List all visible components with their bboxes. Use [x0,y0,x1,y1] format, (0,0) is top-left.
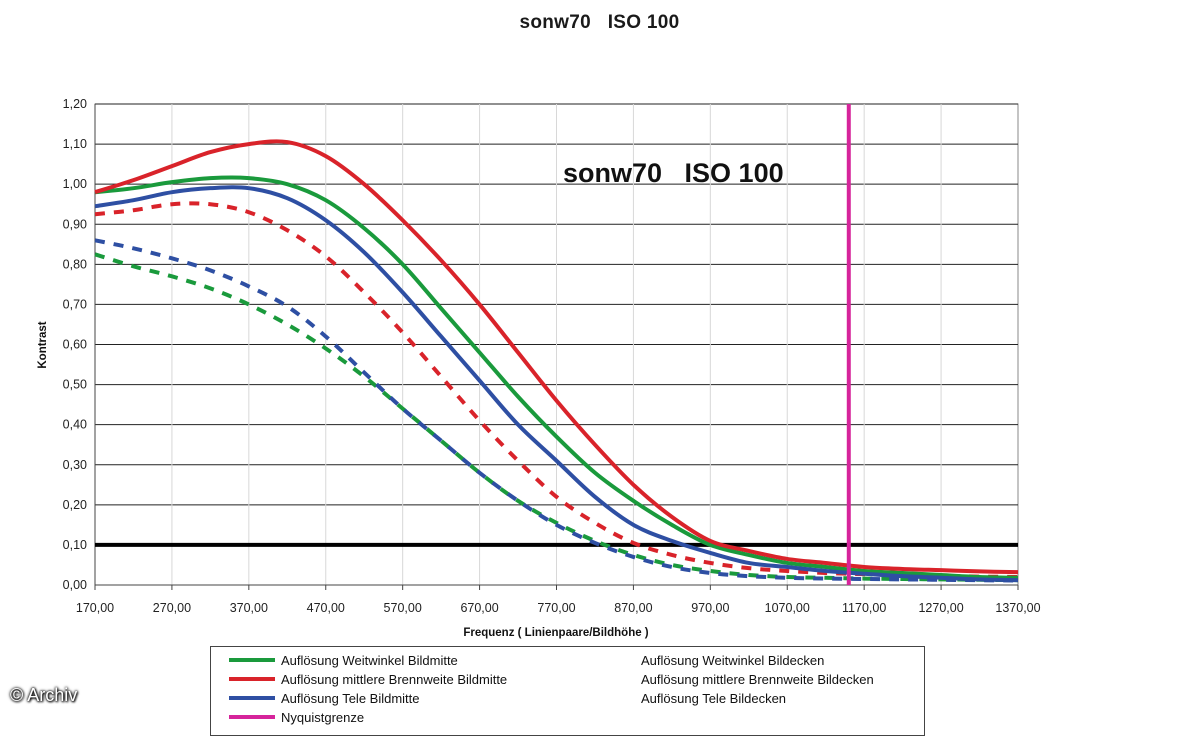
legend-label: Auflösung mittlere Brennweite Bildmitte [281,671,508,687]
series-line-aufl-sung-mittlere-brennweite-bildmitte [94,139,1019,575]
legend-swatch [229,677,275,681]
chart-legend: Auflösung Weitwinkel Bildmitte Auflösung … [210,646,925,736]
x-tick-label: 1170,00 [842,601,886,615]
y-tick-label: 0,60 [63,338,87,352]
x-tick-label: 970,00 [691,601,729,615]
legend-label: Auflösung Tele Bildmitte [281,690,420,706]
series-line-aufl-sung-weitwinkel-bildmitte [94,175,1019,580]
x-tick-label: 270,00 [153,601,191,615]
legend-item: Auflösung Tele Bildecken [589,688,786,708]
legend-item: Auflösung Weitwinkel Bildecken [589,650,824,670]
legend-label: Nyquistgrenze [281,709,365,725]
x-tick-label: 1070,00 [765,601,810,615]
y-tick-label: 0,80 [63,257,87,271]
y-tick-label: 0,90 [63,217,87,231]
y-tick-label: 1,00 [63,177,87,191]
x-tick-label: 170,00 [76,601,114,615]
x-tick-label: 370,00 [230,601,268,615]
legend-swatch [229,658,275,662]
page-title: sonw70 ISO 100 [519,12,680,33]
x-axis-title: Frequenz ( Linienpaare/Bildhöhe ) [463,627,648,639]
legend-swatch [589,658,635,662]
x-tick-label: 870,00 [614,601,652,615]
x-tick-label: 470,00 [307,601,345,615]
series-line-aufl-sung-tele-bildecken [94,238,1019,583]
legend-label: Auflösung mittlere Brennweite Bildecken [641,671,874,687]
series-line-aufl-sung-weitwinkel-bildecken [94,252,1019,583]
y-tick-label: 0,00 [63,578,87,592]
mtf-chart: 0,00 0,10 0,20 0,30 0,40 0,50 0,60 0,70 0,80 0,90… [37,97,1041,639]
legend-swatch [229,696,275,700]
legend-label: Auflösung Weitwinkel Bildecken [641,652,825,668]
x-tick-label: 770,00 [537,601,575,615]
legend-label: Auflösung Weitwinkel Bildmitte [281,652,458,668]
legend-item: Auflösung mittlere Brennweite Bildecken [589,669,874,689]
chart-annotation: sonw70 ISO 100 [563,158,784,188]
axis-labels: 0,00 0,10 0,20 0,30 0,40 0,50 0,60 0,70 0,80 0,90… [63,97,1041,615]
y-tick-label: 0,20 [63,498,87,512]
y-tick-label: 1,10 [63,137,87,151]
y-tick-label: 0,10 [63,538,87,552]
y-tick-label: 0,50 [63,378,87,392]
legend-item: Nyquistgrenze [229,707,364,727]
y-tick-label: 0,30 [63,458,87,472]
legend-swatch [589,696,635,700]
y-axis-title: Kontrast [37,321,49,368]
x-tick-label: 1370,00 [995,601,1040,615]
legend-item: Auflösung mittlere Brennweite Bildmitte [229,669,507,689]
x-tick-label: 670,00 [460,601,498,615]
grid-lines [94,103,1019,590]
legend-swatch [589,677,635,681]
copyright-watermark: © Archiv [10,685,78,705]
x-tick-label: 1270,00 [918,601,963,615]
series-line-aufl-sung-tele-bildmitte [94,185,1019,583]
y-tick-label: 0,40 [63,418,87,432]
legend-swatch [229,715,275,719]
y-tick-label: 1,20 [63,97,87,111]
y-tick-label: 0,70 [63,297,87,311]
x-tick-label: 570,00 [384,601,422,615]
series-lines [94,104,1019,585]
legend-label: Auflösung Tele Bildecken [641,690,787,706]
legend-item: Auflösung Weitwinkel Bildmitte [229,650,458,670]
legend-item: Auflösung Tele Bildmitte [229,688,420,708]
